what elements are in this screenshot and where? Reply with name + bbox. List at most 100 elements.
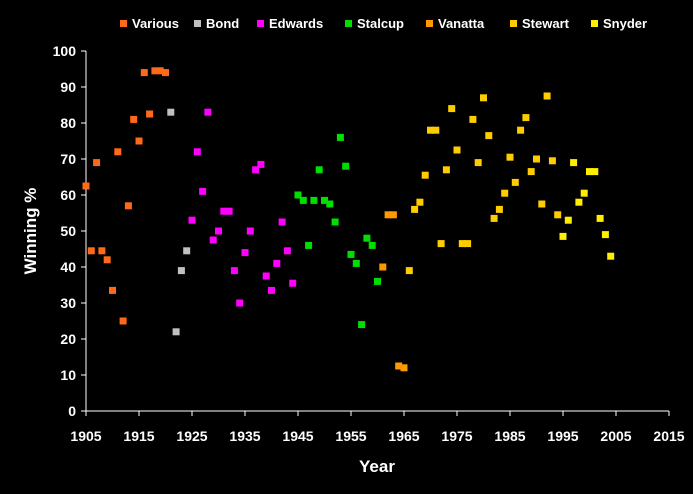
data-point [379,263,387,271]
data-point [230,267,238,275]
data-point [305,241,313,249]
data-point [183,247,191,255]
series-stewart [405,92,562,275]
data-point [257,160,265,168]
data-point [236,299,244,307]
data-point [172,328,180,336]
legend-swatch [510,20,517,27]
data-point [458,240,466,248]
data-point [538,200,546,208]
data-point [336,133,344,141]
x-tick-label: 2015 [653,428,684,444]
legend-swatch [426,20,433,27]
data-point [273,259,281,267]
data-point [432,126,440,134]
data-point [220,207,228,215]
legend-label: Bond [206,16,239,31]
y-tick-label: 90 [60,79,76,95]
data-point [368,241,376,249]
legend-label: Stewart [522,16,570,31]
x-tick-label: 1925 [176,428,207,444]
axes [81,50,670,416]
data-point [591,168,599,176]
data-point [601,231,609,239]
data-point [564,216,572,224]
data-point [506,153,514,161]
data-point [252,166,260,174]
data-point [501,189,509,197]
data-point [93,159,101,167]
series-various [82,67,169,325]
legend: Various Bond Edwards Stalcup Vanatta Stewart S… [120,16,647,31]
data-point [321,196,328,204]
data-point [209,236,217,244]
x-axis-title: Year [359,457,395,476]
data-point [395,362,403,370]
data-point [162,69,169,77]
y-tick-label: 80 [60,115,76,131]
data-point [119,317,127,325]
data-point [241,249,249,257]
data-point [384,211,392,219]
data-point [103,256,111,264]
data-point [262,272,270,280]
y-tick-label: 40 [60,259,76,275]
y-tick-label: 50 [60,223,76,239]
series-snyder [559,159,615,260]
data-point [427,126,434,134]
data-point [490,214,498,222]
x-tick-label: 1965 [388,428,419,444]
data-point [130,115,138,123]
data-point [474,159,482,167]
legend-item-stewart: Stewart [510,16,570,31]
legend-item-various: Various [120,16,179,31]
series-stalcup [294,133,381,329]
series-bond [167,108,191,336]
data-point [246,227,254,235]
data-point [82,182,90,190]
data-point [586,168,593,176]
data-point [517,126,525,134]
x-tick-label: 1955 [335,428,366,444]
data-point [135,137,143,145]
y-tick-label: 10 [60,367,76,383]
data-point [156,67,164,75]
legend-label: Vanatta [438,16,485,31]
data-point [87,247,95,255]
data-point [469,115,477,123]
legend-item-vanatta: Vanatta [426,16,485,31]
x-tick-label: 1995 [547,428,578,444]
data-point [151,67,159,75]
data-points [82,67,615,372]
data-point [283,247,291,255]
data-point [527,168,535,176]
tick-labels: 0 10 20 30 40 50 60 70 80 90 100 1905 1915 1925 1935 19… [53,43,685,444]
data-point [485,132,493,140]
data-point [400,364,408,372]
legend-item-snyder: Snyder [591,16,647,31]
data-point [596,214,604,222]
y-tick-label: 100 [53,43,77,59]
data-point [533,155,540,163]
data-point [124,202,132,210]
data-point [299,196,307,204]
data-point [278,218,286,226]
y-tick-label: 70 [60,151,76,167]
data-point [442,166,450,174]
data-point [405,267,413,275]
data-point [310,196,318,204]
data-point [464,240,472,248]
y-tick-label: 20 [60,331,76,347]
legend-swatch [120,20,127,27]
data-point [421,171,429,179]
data-point [177,267,185,275]
data-point [204,108,212,116]
series-vanatta [379,211,408,372]
y-tick-label: 0 [68,403,76,419]
data-point [98,247,106,255]
legend-label: Edwards [269,16,323,31]
legend-item-bond: Bond [194,16,239,31]
data-point [199,187,207,195]
data-point [374,277,381,285]
